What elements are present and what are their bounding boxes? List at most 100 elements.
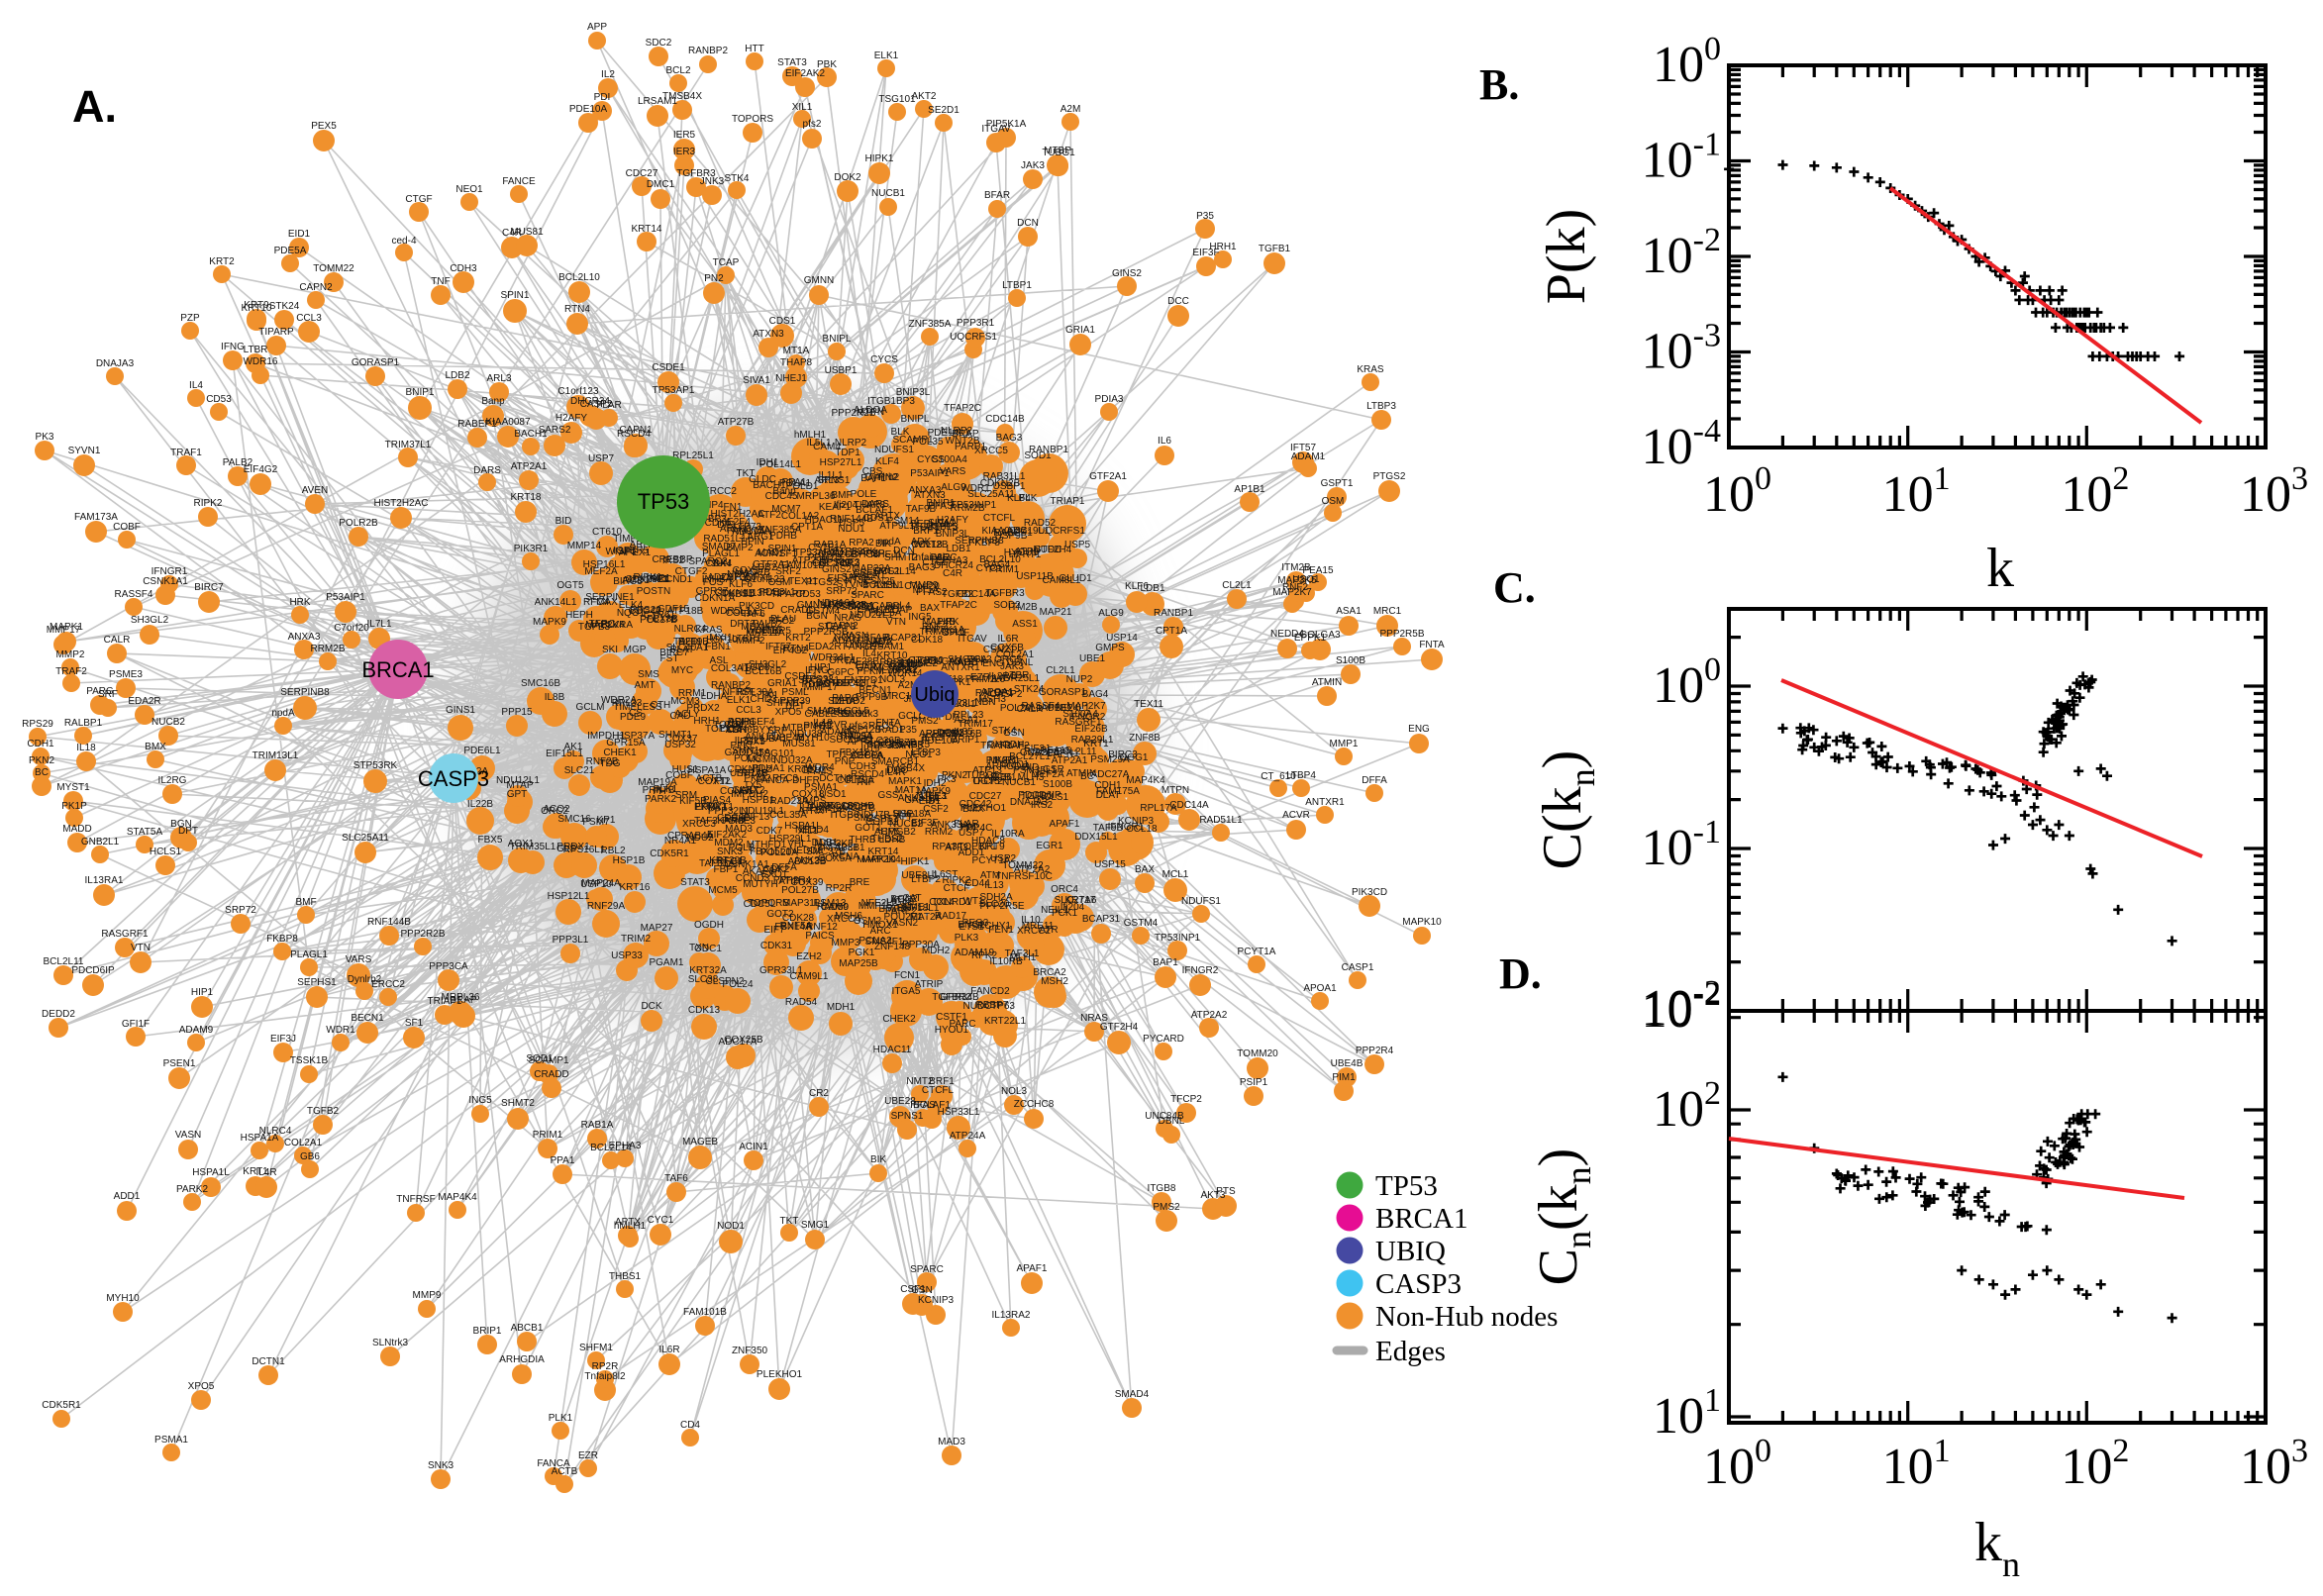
svg-text:Non-Hub nodes: Non-Hub nodes xyxy=(1375,1301,1558,1333)
svg-text:IL10RA: IL10RA xyxy=(991,829,1025,840)
svg-text:IL2RG: IL2RG xyxy=(158,775,187,786)
svg-text:OSM: OSM xyxy=(1322,496,1345,507)
svg-text:HSP27L1: HSP27L1 xyxy=(820,457,862,468)
svg-text:BNIP1: BNIP1 xyxy=(406,387,435,398)
svg-text:RIPK1: RIPK1 xyxy=(634,572,662,583)
svg-text:TNF: TNF xyxy=(431,276,450,287)
svg-text:STP53RK: STP53RK xyxy=(354,760,398,771)
svg-text:SERPINB8: SERPINB8 xyxy=(280,687,330,698)
svg-text:BRE: BRE xyxy=(850,877,870,888)
svg-text:CSN21: CSN21 xyxy=(983,645,1016,655)
svg-text:KLF6: KLF6 xyxy=(1125,581,1149,592)
svg-text:KEAP1: KEAP1 xyxy=(819,502,852,513)
svg-text:FBX15L1: FBX15L1 xyxy=(750,847,791,857)
svg-text:C.: C. xyxy=(1493,563,1536,612)
svg-text:MAGEB: MAGEB xyxy=(682,1137,718,1147)
svg-text:SRF2: SRF2 xyxy=(775,566,801,577)
svg-text:RPL33: RPL33 xyxy=(612,698,643,709)
svg-text:CP: CP xyxy=(667,831,681,842)
svg-text:CALR: CALR xyxy=(104,635,131,646)
svg-text:MADD: MADD xyxy=(62,824,91,835)
svg-text:NMT2: NMT2 xyxy=(906,1076,934,1087)
svg-text:TOMM22: TOMM22 xyxy=(313,263,354,274)
svg-text:MAP24A: MAP24A xyxy=(581,878,621,889)
svg-text:Banp: Banp xyxy=(481,396,505,407)
svg-text:IL4R: IL4R xyxy=(255,1167,276,1178)
svg-text:DBNL: DBNL xyxy=(1159,1116,1185,1127)
svg-text:UBE8L1: UBE8L1 xyxy=(901,870,939,881)
svg-text:SOD1: SOD1 xyxy=(1024,450,1052,461)
svg-text:PSIP1: PSIP1 xyxy=(1240,1077,1268,1088)
svg-text:GLRX: GLRX xyxy=(732,785,759,796)
svg-text:HSP12L1: HSP12L1 xyxy=(548,891,590,902)
svg-text:PSM29A: PSM29A xyxy=(1090,754,1130,765)
svg-text:TAF19B: TAF19B xyxy=(673,637,709,648)
svg-text:TGFB2: TGFB2 xyxy=(307,1106,340,1117)
svg-text:SLC21: SLC21 xyxy=(564,765,595,776)
svg-text:PTGS2: PTGS2 xyxy=(1373,471,1406,482)
svg-text:PPP3CA: PPP3CA xyxy=(429,961,468,972)
svg-text:KRT9: KRT9 xyxy=(244,300,269,311)
svg-text:UBE4B: UBE4B xyxy=(1331,1058,1364,1069)
svg-text:PLAGL1: PLAGL1 xyxy=(290,949,328,960)
svg-text:npdA: npdA xyxy=(271,708,295,719)
svg-text:NFE2L2: NFE2L2 xyxy=(861,898,898,909)
svg-text:SLC25A11: SLC25A11 xyxy=(342,833,389,844)
svg-text:TP53INP1: TP53INP1 xyxy=(1155,933,1201,944)
svg-text:MUTYH: MUTYH xyxy=(743,879,778,890)
svg-text:SPNS1: SPNS1 xyxy=(891,1111,924,1122)
svg-text:SMS: SMS xyxy=(638,669,659,680)
svg-text:MAPK10: MAPK10 xyxy=(857,854,896,865)
svg-text:RFC2: RFC2 xyxy=(768,616,795,627)
svg-text:CRADD: CRADD xyxy=(534,1069,569,1080)
svg-text:WDR5L1: WDR5L1 xyxy=(711,606,752,617)
svg-text:MAP22A: MAP22A xyxy=(852,563,891,574)
svg-text:ALG9: ALG9 xyxy=(1098,608,1124,619)
svg-text:MCL1: MCL1 xyxy=(1162,869,1189,880)
svg-text:ATP27B: ATP27B xyxy=(718,417,755,428)
svg-text:ASL: ASL xyxy=(710,655,729,666)
svg-text:CD4: CD4 xyxy=(680,1420,700,1431)
svg-text:TAF3: TAF3 xyxy=(694,816,718,827)
svg-text:STK4: STK4 xyxy=(724,173,749,184)
svg-text:APAF1: APAF1 xyxy=(1050,819,1080,830)
svg-text:P53AIP1: P53AIP1 xyxy=(326,592,365,603)
svg-text:CSNK1A1: CSNK1A1 xyxy=(143,576,188,587)
svg-text:TRAF1: TRAF1 xyxy=(170,448,202,458)
svg-text:PPP14: PPP14 xyxy=(879,657,911,668)
svg-text:A.: A. xyxy=(72,81,117,132)
svg-text:CDC42: CDC42 xyxy=(629,606,661,617)
svg-text:RP2R: RP2R xyxy=(592,1361,619,1372)
svg-text:CD44: CD44 xyxy=(964,878,990,889)
svg-text:LTBP1: LTBP1 xyxy=(1002,280,1032,291)
svg-text:ARHGDIA: ARHGDIA xyxy=(499,1354,545,1365)
svg-text:ABCB1: ABCB1 xyxy=(511,1323,544,1334)
svg-text:CT610: CT610 xyxy=(592,527,622,538)
svg-text:NEDD4: NEDD4 xyxy=(1270,629,1304,640)
svg-text:GOT1: GOT1 xyxy=(855,823,882,834)
svg-text:IL6R: IL6R xyxy=(658,1345,679,1355)
svg-text:ADC37L1: ADC37L1 xyxy=(707,572,751,583)
svg-text:ENG: ENG xyxy=(1408,724,1430,735)
svg-text:EIF3F: EIF3F xyxy=(1192,248,1219,258)
svg-text:RPA2: RPA2 xyxy=(849,538,874,549)
svg-text:RNF29A: RNF29A xyxy=(587,901,626,912)
svg-text:RAD54: RAD54 xyxy=(785,997,818,1008)
svg-text:TP53INP1: TP53INP1 xyxy=(951,500,997,511)
svg-text:POLD1: POLD1 xyxy=(786,481,819,492)
svg-text:CDH1: CDH1 xyxy=(27,739,54,749)
svg-text:SMC16B: SMC16B xyxy=(521,678,560,689)
svg-text:TP53AP1: TP53AP1 xyxy=(653,385,695,396)
svg-text:NOD1: NOD1 xyxy=(717,1221,745,1232)
svg-text:MAP19A: MAP19A xyxy=(638,777,677,788)
svg-text:KRT32A: KRT32A xyxy=(689,965,727,976)
svg-text:BNIPL: BNIPL xyxy=(901,414,930,425)
svg-text:HSP29L1: HSP29L1 xyxy=(769,834,812,845)
svg-text:IL6: IL6 xyxy=(1158,436,1171,447)
svg-text:HRK: HRK xyxy=(289,597,310,608)
svg-text:ATMIN: ATMIN xyxy=(1312,677,1342,688)
svg-text:BCL2: BCL2 xyxy=(665,65,690,76)
svg-text:MAP2K7: MAP2K7 xyxy=(1272,587,1312,598)
svg-text:CR2: CR2 xyxy=(809,1088,829,1099)
svg-text:GLDC: GLDC xyxy=(749,474,776,485)
